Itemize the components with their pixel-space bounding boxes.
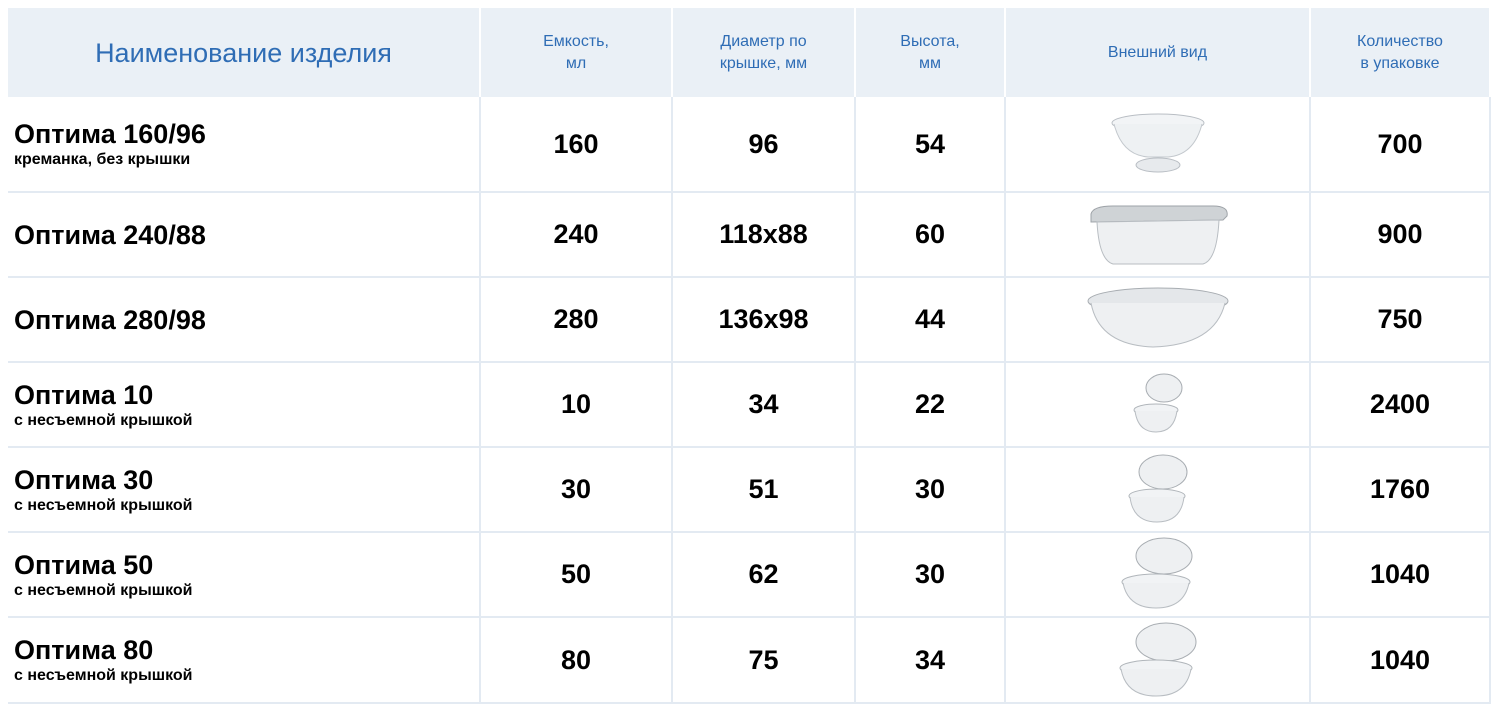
product-image [1118, 536, 1198, 614]
quantity-cell: 900 [1310, 192, 1490, 277]
diameter-cell: 96 [672, 97, 855, 192]
picture-cell [1005, 532, 1310, 617]
product-name: Оптима 10 [14, 379, 478, 411]
product-subtitle: креманка, без крышки [14, 150, 478, 170]
height-cell: 54 [855, 97, 1005, 192]
product-image [1123, 452, 1193, 528]
height-cell: 60 [855, 192, 1005, 277]
column-header: Количество в упаковке [1310, 8, 1490, 97]
product-name: Оптима 30 [14, 464, 478, 496]
capacity-cell: 240 [480, 192, 672, 277]
picture-cell [1005, 362, 1310, 447]
product-image [1116, 620, 1200, 700]
name-cell: Оптима 240/88 [8, 192, 480, 277]
product-image [1128, 370, 1188, 440]
picture-cell [1005, 447, 1310, 532]
name-cell: Оптима 280/98 [8, 277, 480, 362]
height-cell: 30 [855, 532, 1005, 617]
diameter-cell: 136x98 [672, 277, 855, 362]
column-header: Высота, мм [855, 8, 1005, 97]
product-subtitle: с несъемной крышкой [14, 581, 478, 601]
quantity-cell: 1760 [1310, 447, 1490, 532]
diameter-cell: 75 [672, 617, 855, 703]
capacity-cell: 280 [480, 277, 672, 362]
quantity-cell: 2400 [1310, 362, 1490, 447]
product-subtitle: с несъемной крышкой [14, 411, 478, 431]
product-subtitle: с несъемной крышкой [14, 496, 478, 516]
product-name: Оптима 50 [14, 549, 478, 581]
product-subtitle: с несъемной крышкой [14, 666, 478, 686]
column-header: Внешний вид [1005, 8, 1310, 97]
capacity-cell: 160 [480, 97, 672, 192]
quantity-cell: 1040 [1310, 532, 1490, 617]
picture-cell [1005, 97, 1310, 192]
picture-cell [1005, 277, 1310, 362]
diameter-cell: 118x88 [672, 192, 855, 277]
diameter-cell: 62 [672, 532, 855, 617]
column-header: Диаметр по крышке, мм [672, 8, 855, 97]
column-header: Наименование изделия [8, 8, 480, 97]
capacity-cell: 30 [480, 447, 672, 532]
product-name: Оптима 80 [14, 634, 478, 666]
diameter-cell: 51 [672, 447, 855, 532]
capacity-cell: 50 [480, 532, 672, 617]
picture-cell [1005, 192, 1310, 277]
capacity-cell: 10 [480, 362, 672, 447]
product-name: Оптима 240/88 [14, 219, 478, 251]
capacity-cell: 80 [480, 617, 672, 703]
height-cell: 44 [855, 277, 1005, 362]
height-cell: 30 [855, 447, 1005, 532]
product-name: Оптима 160/96 [14, 118, 478, 150]
product-image [1108, 111, 1208, 177]
quantity-cell: 1040 [1310, 617, 1490, 703]
diameter-cell: 34 [672, 362, 855, 447]
column-header: Емкость, мл [480, 8, 672, 97]
product-image [1083, 200, 1233, 270]
picture-cell [1005, 617, 1310, 703]
height-cell: 22 [855, 362, 1005, 447]
quantity-cell: 700 [1310, 97, 1490, 192]
product-name: Оптима 280/98 [14, 304, 478, 336]
quantity-cell: 750 [1310, 277, 1490, 362]
product-image [1083, 285, 1233, 355]
height-cell: 34 [855, 617, 1005, 703]
